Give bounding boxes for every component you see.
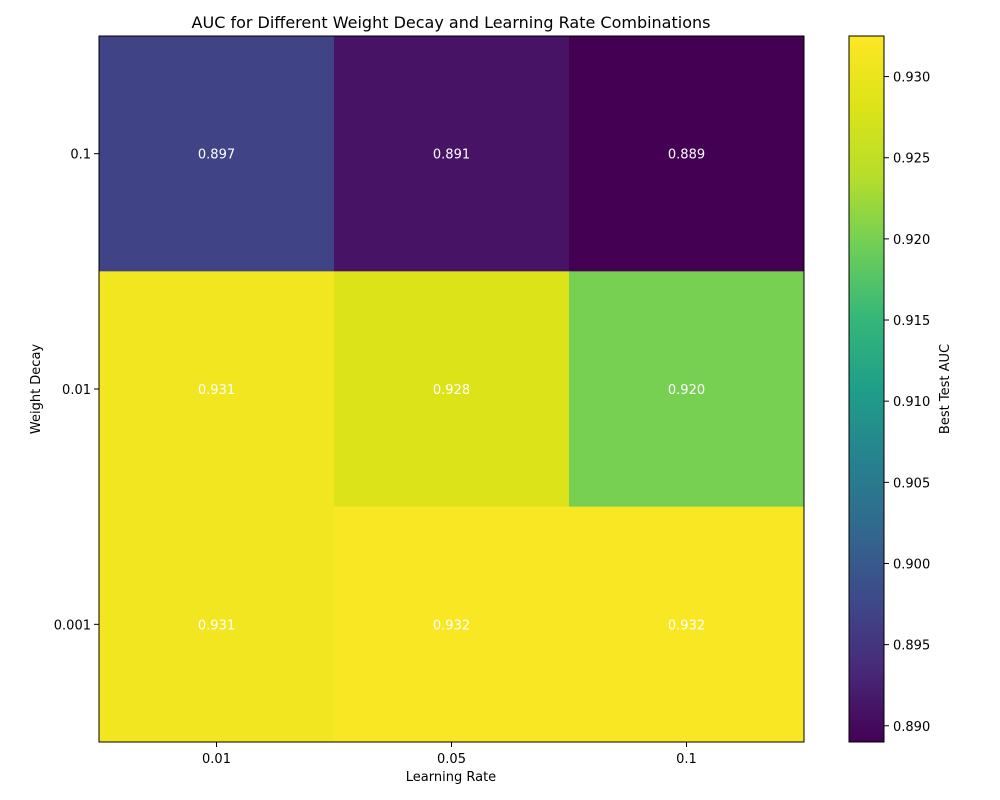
cell-value-label: 0.931 [198, 618, 235, 633]
x-axis-label: Learning Rate [406, 770, 496, 785]
heatmap-cell [334, 271, 570, 508]
heatmap-cell [334, 36, 570, 272]
cell-value-label: 0.932 [433, 618, 470, 633]
colorbar-tick-label: 0.905 [893, 476, 930, 491]
y-tick-label: 0.01 [62, 383, 91, 398]
heatmap-cell [99, 36, 335, 272]
colorbar-tick-label: 0.890 [893, 720, 930, 735]
x-tick-label: 0.05 [437, 752, 466, 767]
cell-value-label: 0.897 [198, 148, 235, 163]
colorbar-tick-label: 0.915 [893, 314, 930, 329]
colorbar-tick-label: 0.925 [893, 152, 930, 167]
y-axis-ticks: 0.1 0.01 0.001 [54, 148, 99, 633]
cell-value-label: 0.928 [433, 383, 470, 398]
colorbar-tick-label: 0.895 [893, 639, 930, 654]
heatmap-cell [99, 271, 335, 508]
colorbar-tick-label: 0.910 [893, 395, 930, 410]
cell-value-label: 0.889 [668, 148, 705, 163]
colorbar-ticks: 0.890 0.895 0.900 0.905 0.910 0.915 0.920 0.925… [884, 71, 930, 735]
x-tick-label: 0.1 [676, 752, 697, 767]
cell-value-label: 0.932 [668, 618, 705, 633]
y-tick-label: 0.1 [70, 148, 91, 163]
cell-value-label: 0.931 [198, 383, 235, 398]
heatmap-cell [569, 36, 805, 272]
heatmap-cell [569, 271, 805, 508]
heatmap-cell [569, 506, 805, 743]
colorbar-tick-label: 0.920 [893, 233, 930, 248]
x-tick-label: 0.01 [202, 752, 231, 767]
colorbar [848, 35, 885, 743]
cell-value-label: 0.920 [668, 383, 705, 398]
colorbar-label: Best Test AUC [938, 344, 953, 434]
x-axis-ticks: 0.01 0.05 0.1 [202, 742, 697, 767]
heatmap-cell [334, 506, 570, 743]
colorbar-tick-label: 0.900 [893, 557, 930, 572]
chart-title: AUC for Different Weight Decay and Learn… [192, 13, 711, 32]
y-tick-label: 0.001 [54, 618, 91, 633]
colorbar-tick-label: 0.930 [893, 71, 930, 86]
heatmap-cells: 0.897 0.891 0.889 0.931 0.928 0.920 0.931 0.932… [99, 36, 805, 743]
cell-value-label: 0.891 [433, 148, 470, 163]
y-axis-label: Weight Decay [29, 344, 44, 435]
heatmap-cell [99, 506, 335, 743]
